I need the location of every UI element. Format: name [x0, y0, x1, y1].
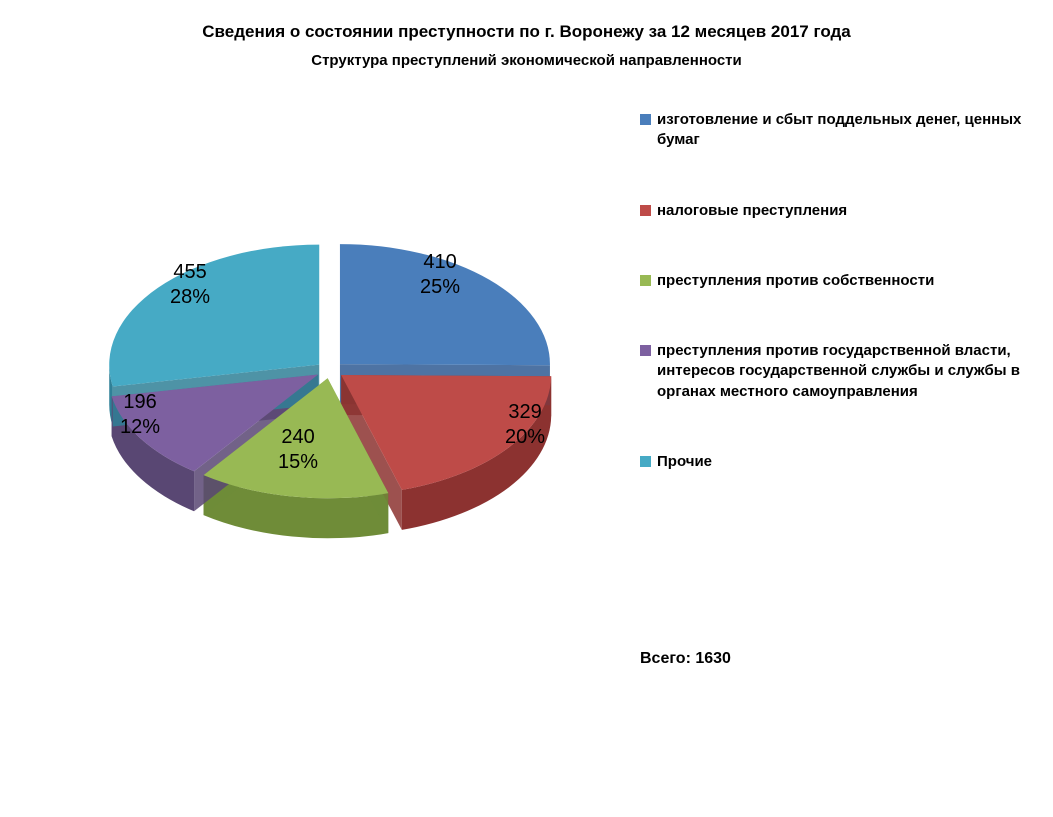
pie-chart: 410 25% 329 20% 240 15% 196 12% 455 28% [0, 90, 640, 610]
legend-swatch [640, 114, 651, 125]
legend-label: налоговые преступления [657, 201, 847, 221]
chart-subtitle: Структура преступлений экономической нап… [0, 42, 1053, 69]
pie-data-label: 329 20% [505, 400, 545, 450]
chart-title: Сведения о состоянии преступности по г. … [0, 0, 1053, 42]
legend-swatch [640, 205, 651, 216]
pie-data-label: 410 25% [420, 250, 460, 300]
pie-data-label: 455 28% [170, 260, 210, 310]
legend-item: преступления против государственной влас… [640, 341, 1040, 402]
legend-item: преступления против собственности [640, 271, 1040, 291]
legend-item: изготовление и сбыт поддельных денег, це… [640, 110, 1040, 151]
legend-label: преступления против государственной влас… [657, 341, 1040, 402]
legend-item: Прочие [640, 452, 1040, 472]
legend-label: Прочие [657, 452, 712, 472]
legend: изготовление и сбыт поддельных денег, це… [640, 110, 1040, 522]
legend-label: преступления против собственности [657, 271, 934, 291]
pie-data-label: 196 12% [120, 390, 160, 440]
legend-item: налоговые преступления [640, 201, 1040, 221]
legend-swatch [640, 345, 651, 356]
legend-label: изготовление и сбыт поддельных денег, це… [657, 110, 1040, 151]
pie-data-label: 240 15% [278, 425, 318, 475]
total-label: Всего: 1630 [640, 650, 731, 668]
pie-slice-top [109, 245, 319, 387]
pie-svg [0, 90, 640, 610]
legend-swatch [640, 456, 651, 467]
legend-swatch [640, 275, 651, 286]
